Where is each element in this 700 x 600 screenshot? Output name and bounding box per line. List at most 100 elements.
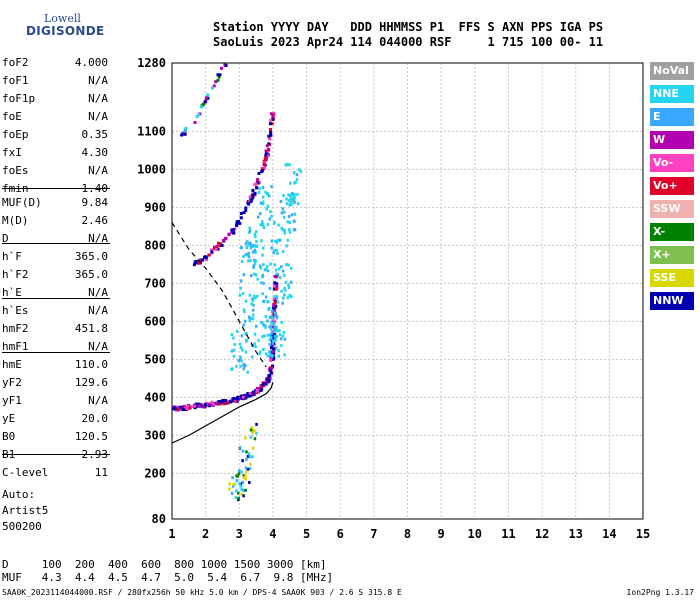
o-trace-point [228, 399, 232, 403]
param-row: foF1p N/A [2, 92, 108, 106]
x-spread-point [261, 220, 264, 224]
o-trace-upper-point [193, 260, 197, 264]
x-spread-point [246, 243, 250, 247]
x-spread-point [261, 195, 265, 199]
param-row: hmF2 451.8 [2, 322, 108, 336]
x-spread-point [287, 285, 291, 289]
x-spread-point [266, 192, 269, 196]
x-spread-point [290, 199, 293, 203]
x-spread-point [275, 335, 278, 339]
param-value: 451.8 [74, 322, 108, 335]
x-spread-point [269, 209, 272, 213]
station-header: Station YYYY DAY DDD HHMMSS P1 FFS S AXN… [213, 20, 603, 50]
o-trace-point [235, 397, 239, 401]
o-trace-top-point [183, 132, 187, 136]
x-spread-point [271, 339, 275, 343]
x-spread-point [270, 331, 273, 335]
x-spread-point [287, 193, 290, 197]
x-spread-point [280, 265, 283, 269]
o-trace-point [209, 402, 213, 406]
o-trace-top-point [206, 96, 210, 100]
param-row: h`E N/A [2, 286, 108, 300]
o-trace-upper-point [236, 221, 240, 225]
low-echo-point [232, 482, 236, 486]
x-spread-point [244, 350, 248, 354]
param-value: N/A [88, 92, 108, 105]
x-spread-point [275, 326, 278, 330]
x-spread-point [251, 308, 255, 312]
low-echo-point [242, 476, 246, 480]
low-echo-point [241, 459, 244, 463]
x-spread-point [244, 364, 247, 368]
o-trace-point [193, 406, 197, 410]
o-trace-point [195, 402, 199, 406]
o-trace-upper-point [201, 258, 205, 262]
x-spread-point [243, 319, 247, 323]
x-spread-point [247, 255, 251, 259]
o-trace-point [255, 388, 259, 392]
x-spread-point [261, 273, 265, 277]
param-value: N/A [88, 164, 108, 177]
o-trace-upper-point [198, 258, 202, 262]
x-spread-point [282, 330, 286, 334]
x-spread-point [247, 251, 250, 255]
x-spread-point [264, 190, 267, 194]
x-spread-point [261, 253, 264, 257]
x-spread-point [258, 264, 262, 268]
o-trace-upper-point [253, 191, 257, 195]
x-spread-point [288, 221, 292, 225]
param-value: 129.6 [74, 376, 108, 389]
o-trace-point [222, 401, 226, 405]
low-echo-point [244, 474, 247, 478]
x-spread-point [293, 212, 297, 216]
header-line1: Station YYYY DAY DDD HHMMSS P1 FFS S AXN… [213, 20, 604, 34]
o-trace-upper-point [227, 232, 231, 236]
param-value: 20.0 [81, 412, 109, 425]
x-spread-point [248, 229, 252, 233]
low-echo-point [234, 489, 238, 493]
x-spread-point [249, 316, 253, 320]
x-spread-point [258, 212, 262, 216]
o-trace-upper-point [215, 245, 219, 249]
x-spread-point [238, 293, 242, 297]
o-trace-upper-point [257, 181, 261, 185]
o-trace-top-point [200, 103, 204, 107]
y-tick-label: 800 [144, 238, 166, 252]
param-key: yF2 [2, 376, 22, 389]
x-spread-point [253, 248, 257, 252]
o-trace-upper-point [221, 238, 225, 242]
o-trace-top-point [197, 113, 201, 117]
o-trace-point [235, 399, 239, 403]
param-value: N/A [88, 232, 108, 245]
x-spread-point [240, 260, 244, 264]
x-spread-point [275, 248, 278, 252]
o-trace-top-point [212, 84, 216, 88]
electron-density-profile [171, 382, 274, 444]
x-spread-point [249, 242, 252, 246]
o-trace-point [251, 390, 255, 394]
x-spread-point [254, 235, 257, 239]
x-spread-point [242, 308, 246, 312]
low-echo-point [236, 474, 239, 478]
x-spread-point [247, 315, 251, 319]
x-tick-label: 15 [636, 527, 650, 541]
x-spread-point [262, 281, 265, 285]
o-trace-upper-point [224, 236, 228, 240]
x-spread-point [249, 258, 252, 262]
x-spread-point [237, 359, 240, 363]
low-echo-point [249, 462, 252, 466]
x-spread-point [274, 346, 278, 350]
x-spread-point [268, 315, 272, 319]
x-spread-point [242, 255, 245, 259]
o-trace-top-point [193, 120, 197, 124]
o-trace-point [210, 400, 214, 404]
o-trace-point [224, 399, 228, 403]
x-spread-point [270, 246, 273, 250]
o-trace-point [271, 364, 275, 368]
param-separator [2, 454, 110, 455]
x-tick-label: 6 [337, 527, 344, 541]
x-spread-point [282, 194, 285, 198]
legend-item: NoVal [650, 62, 694, 80]
x-spread-point [239, 355, 242, 359]
x-spread-point [273, 263, 277, 267]
